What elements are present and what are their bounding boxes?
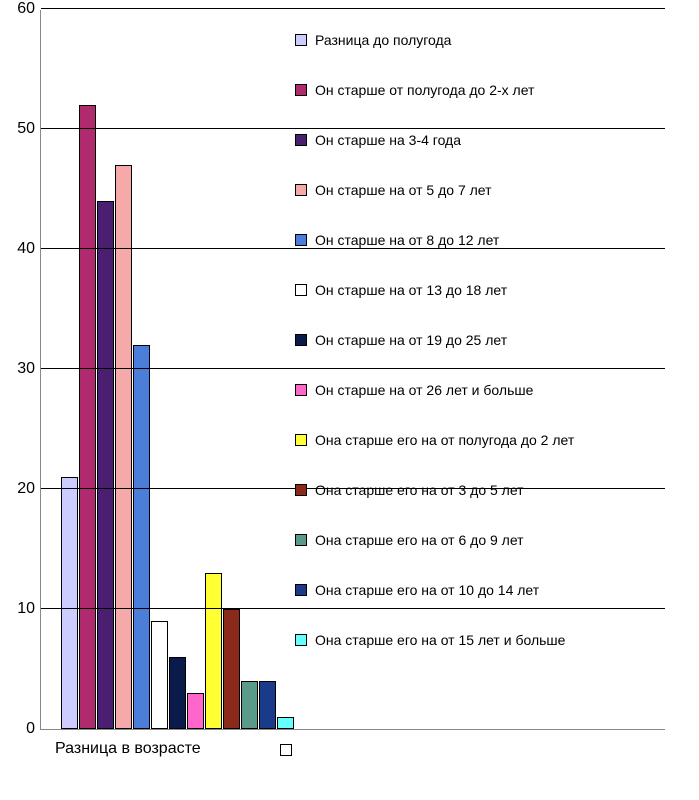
legend-label: Она старше его на от 3 до 5 лет (315, 482, 524, 498)
legend-label: Он старше на от 19 до 25 лет (315, 332, 507, 348)
bar (241, 681, 258, 729)
legend-label: Она старше его на от 10 до 14 лет (315, 582, 539, 598)
legend-label: Он старше на от 5 до 7 лет (315, 182, 492, 198)
bar (205, 573, 222, 729)
bar (277, 717, 294, 729)
legend-swatch (295, 34, 307, 46)
y-tick-label: 60 (17, 0, 35, 18)
y-tick-label: 40 (17, 240, 35, 258)
legend-item: Он старше на от 26 лет и больше (295, 382, 675, 398)
bar (97, 201, 114, 729)
y-tick-label: 0 (26, 720, 35, 738)
legend-swatch (295, 134, 307, 146)
legend-item: Она старше его на от полугода до 2 лет (295, 432, 675, 448)
legend-swatch (295, 534, 307, 546)
legend-item: Она старше его на от 15 лет и больше (295, 632, 675, 648)
legend-label: Она старше его на от полугода до 2 лет (315, 432, 574, 448)
y-tick-label: 50 (17, 120, 35, 138)
legend-label: Он старше на от 13 до 18 лет (315, 282, 507, 298)
gridline (41, 8, 665, 9)
bar (259, 681, 276, 729)
legend-item: Она старше его на от 6 до 9 лет (295, 532, 675, 548)
legend-empty-swatch (280, 744, 292, 756)
bar (187, 693, 204, 729)
legend-item: Он старше на от 8 до 12 лет (295, 232, 675, 248)
legend-item: Он старше на от 5 до 7 лет (295, 182, 675, 198)
x-axis-label: Разница в возрасте (55, 740, 201, 758)
legend-label: Она старше его на от 15 лет и больше (315, 632, 565, 648)
y-tick-label: 30 (17, 360, 35, 378)
legend-swatch (295, 184, 307, 196)
legend-swatch (295, 484, 307, 496)
bar (79, 105, 96, 729)
legend-swatch (295, 384, 307, 396)
bar (223, 609, 240, 729)
legend-label: Он старше на от 26 лет и больше (315, 382, 533, 398)
legend-item: Он старше от полугода до 2-х лет (295, 82, 675, 98)
legend-label: Он старше на от 8 до 12 лет (315, 232, 499, 248)
legend-swatch (295, 584, 307, 596)
y-tick-label: 10 (17, 600, 35, 618)
legend: Разница до полугода Он старше от полугода… (295, 32, 675, 682)
legend-item: Разница до полугода (295, 32, 675, 48)
legend-swatch (295, 84, 307, 96)
legend-swatch (295, 634, 307, 646)
legend-swatch (295, 284, 307, 296)
legend-swatch (295, 434, 307, 446)
bar (61, 477, 78, 729)
legend-item: Он старше на от 13 до 18 лет (295, 282, 675, 298)
legend-item: Он старше на 3-4 года (295, 132, 675, 148)
bar (133, 345, 150, 729)
legend-label: Разница до полугода (315, 32, 451, 48)
legend-swatch (295, 234, 307, 246)
y-tick-label: 20 (17, 480, 35, 498)
legend-label: Он старше на 3-4 года (315, 132, 461, 148)
legend-item: Она старше его на от 10 до 14 лет (295, 582, 675, 598)
bar (151, 621, 168, 729)
chart-container: 0 10 20 30 40 50 60 Разница в возрасте Разница… (0, 0, 699, 800)
legend-item: Он старше на от 19 до 25 лет (295, 332, 675, 348)
legend-label: Она старше его на от 6 до 9 лет (315, 532, 524, 548)
legend-label: Он старше от полугода до 2-х лет (315, 82, 534, 98)
legend-swatch (295, 334, 307, 346)
bar (169, 657, 186, 729)
legend-item: Она старше его на от 3 до 5 лет (295, 482, 675, 498)
bar (115, 165, 132, 729)
